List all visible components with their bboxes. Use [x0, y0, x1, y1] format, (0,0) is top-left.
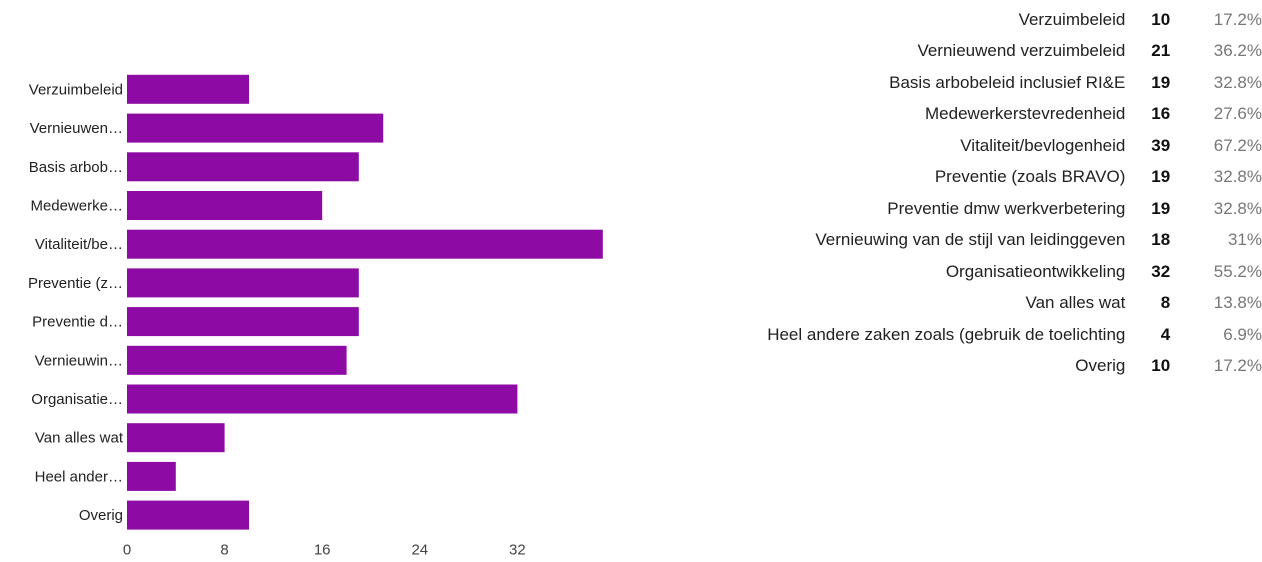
summary-count: 21: [1151, 41, 1171, 61]
summary-percentage: 27.6%: [1213, 104, 1262, 124]
category-label: Preventie d…: [32, 314, 123, 331]
summary-label: Preventie dmw werkverbetering: [887, 198, 1126, 218]
summary-row: Organisatieontwikkeling 32 55.2%: [640, 256, 1262, 288]
category-label: Medewerke…: [30, 198, 123, 215]
summary-table-body: Verzuimbeleid 10 17.2% Vernieuwend verzuimb…: [640, 4, 1262, 382]
summary-count: 4: [1160, 324, 1171, 344]
summary-row: Basis arbobeleid inclusief RI&E 19 32.8%: [640, 67, 1262, 99]
summary-percentage: 6.9%: [1223, 324, 1262, 344]
summary-percentage: 31%: [1227, 230, 1262, 250]
summary-percentage: 67.2%: [1213, 135, 1262, 155]
category-labels: Verzuimbeleid Vernieuwen… Basis arbob… Mede…: [28, 81, 124, 524]
summary-row: Overig 10 17.2%: [640, 351, 1262, 383]
summary-row: Vernieuwing van de stijl van leidinggeve…: [640, 225, 1262, 257]
category-label: Heel ander…: [35, 468, 123, 485]
summary-label: Vernieuwing van de stijl van leidinggeve…: [815, 230, 1126, 250]
summary-count: 16: [1151, 104, 1171, 124]
x-tick-label: 8: [220, 541, 228, 558]
bar: [127, 229, 603, 259]
bars: [127, 74, 603, 530]
category-label: Vitaliteit/be…: [35, 236, 123, 253]
bar: [127, 500, 249, 530]
summary-row: Verzuimbeleid 10 17.2%: [640, 4, 1262, 36]
bar: [127, 191, 323, 220]
category-label: Verzuimbeleid: [29, 81, 123, 98]
bar: [127, 74, 249, 104]
summary-percentage: 17.2%: [1213, 9, 1262, 29]
category-label: Van alles wat: [35, 430, 124, 447]
summary-count: 32: [1151, 261, 1171, 281]
bar: [127, 152, 359, 182]
summary-label: Heel andere zaken zoals (gebruik de toel…: [767, 324, 1126, 344]
category-label: Vernieuwin…: [35, 352, 123, 369]
summary-count: 10: [1151, 356, 1171, 376]
summary-row: Medewerkerstevredenheid 16 27.6%: [640, 99, 1262, 131]
summary-row: Vernieuwend verzuimbeleid 21 36.2%: [640, 36, 1262, 68]
summary-percentage: 55.2%: [1213, 261, 1262, 281]
bar-chart: Verzuimbeleid Vernieuwen… Basis arbob… Mede…: [28, 74, 603, 558]
summary-percentage: 36.2%: [1213, 41, 1262, 61]
category-label: Organisatie…: [31, 391, 123, 408]
summary-table: Verzuimbeleid 10 17.2% Vernieuwend verzuimb…: [640, 4, 1262, 382]
summary-row: Van alles wat 8 13.8%: [640, 288, 1262, 320]
summary-count: 18: [1151, 230, 1171, 250]
summary-label: Vernieuwend verzuimbeleid: [917, 41, 1126, 61]
summary-label: Basis arbobeleid inclusief RI&E: [889, 72, 1126, 92]
category-label: Vernieuwen…: [30, 120, 123, 137]
bar: [127, 307, 359, 337]
summary-percentage: 32.8%: [1213, 198, 1262, 218]
summary-row: Vitaliteit/bevlogenheid 39 67.2%: [640, 130, 1262, 162]
x-tick-label: 0: [123, 541, 131, 558]
summary-row: Preventie dmw werkverbetering 19 32.8%: [640, 193, 1262, 225]
category-label: Basis arbob…: [29, 159, 123, 176]
summary-label: Preventie (zoals BRAVO): [934, 167, 1126, 187]
bar: [127, 345, 347, 375]
summary-count: 19: [1151, 72, 1171, 92]
summary-label: Organisatieontwikkeling: [945, 261, 1126, 281]
summary-count: 39: [1151, 135, 1171, 155]
summary-count: 10: [1151, 9, 1171, 29]
summary-percentage: 13.8%: [1213, 293, 1262, 313]
summary-label: Overig: [1075, 356, 1126, 376]
summary-count: 19: [1151, 198, 1171, 218]
summary-percentage: 17.2%: [1213, 356, 1262, 376]
summary-percentage: 32.8%: [1213, 167, 1262, 187]
summary-count: 8: [1160, 293, 1171, 313]
category-label: Preventie (z…: [28, 275, 123, 292]
x-tick-label: 24: [411, 541, 428, 558]
x-tick-label: 32: [509, 541, 526, 558]
summary-label: Verzuimbeleid: [1018, 9, 1126, 29]
summary-row: Heel andere zaken zoals (gebruik de toel…: [640, 319, 1262, 351]
summary-label: Medewerkerstevredenheid: [925, 104, 1126, 124]
category-label: Overig: [79, 507, 123, 524]
bar: [127, 461, 176, 491]
bar: [127, 113, 384, 143]
x-axis-ticks: 0 8 16 24 32: [123, 541, 526, 558]
summary-label: Vitaliteit/bevlogenheid: [960, 135, 1126, 155]
summary-percentage: 32.8%: [1213, 72, 1262, 92]
bar: [127, 423, 225, 453]
summary-count: 19: [1151, 167, 1171, 187]
x-tick-label: 16: [314, 541, 331, 558]
bar: [127, 384, 518, 414]
bar: [127, 268, 359, 298]
summary-row: Preventie (zoals BRAVO) 19 32.8%: [640, 162, 1262, 194]
summary-label: Van alles wat: [1025, 293, 1126, 313]
